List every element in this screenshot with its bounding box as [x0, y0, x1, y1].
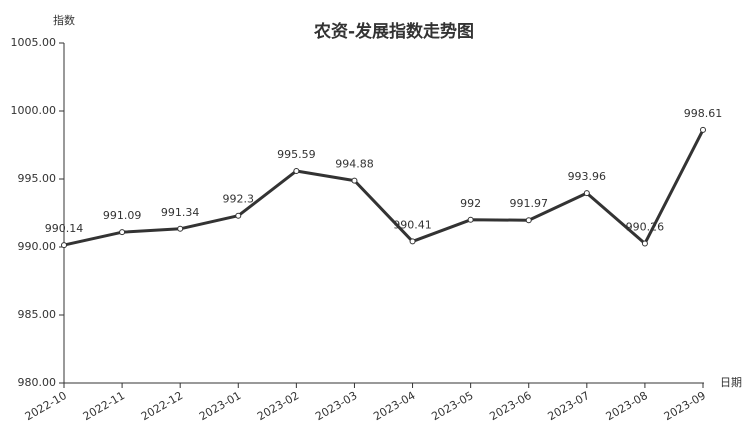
value-label: 998.61 [684, 107, 723, 120]
value-label: 991.97 [509, 197, 548, 210]
point [700, 126, 706, 133]
y-tick-label: 990.00 [18, 240, 57, 253]
point [583, 190, 590, 197]
point [467, 216, 474, 223]
point [525, 217, 532, 224]
value-label: 992 [460, 197, 481, 210]
y-tick-label: 1000.00 [11, 104, 57, 117]
point [351, 177, 358, 184]
point [293, 167, 300, 174]
value-label: 990.26 [626, 220, 665, 233]
line [63, 129, 705, 247]
y-tick-label: 980.00 [18, 376, 57, 389]
value-label: 993.96 [568, 170, 607, 183]
y-tick-label: 1005.00 [11, 36, 57, 49]
value-label: 991.34 [161, 206, 200, 219]
value-label: 990.14 [45, 222, 84, 235]
value-label: 994.88 [335, 158, 374, 171]
value-label: 990.41 [393, 218, 432, 231]
x-axis-label: 日期 [720, 376, 742, 389]
point [61, 242, 67, 249]
value-label: 991.09 [103, 209, 142, 222]
y-tick-label: 995.00 [18, 172, 57, 185]
value-label: 992.3 [223, 193, 255, 206]
point [177, 225, 184, 232]
point [641, 240, 648, 247]
y-tick-label: 985.00 [18, 308, 57, 321]
chart-title: 农资-发展指数走势图 [313, 21, 474, 42]
y-axis-label: 指数 [53, 13, 75, 27]
value-label: 995.59 [277, 148, 316, 161]
point [235, 212, 242, 219]
point [409, 238, 416, 245]
point [119, 229, 126, 236]
